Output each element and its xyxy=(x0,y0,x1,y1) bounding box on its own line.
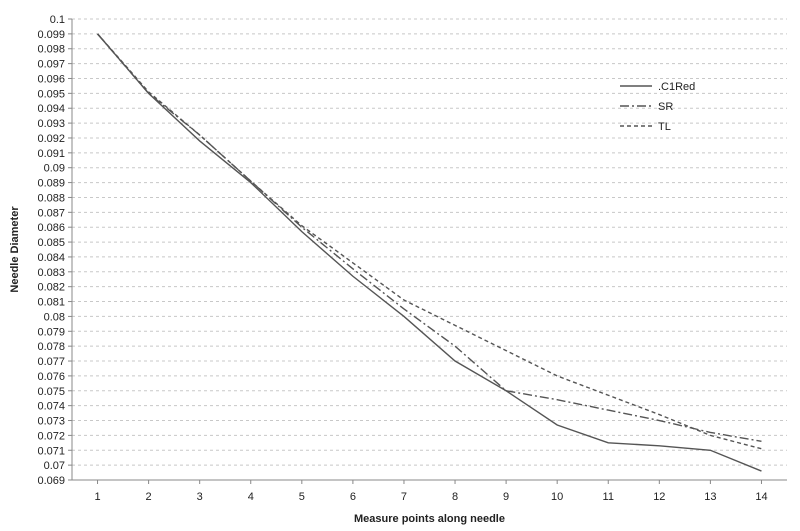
y-tick-label: 0.085 xyxy=(37,237,65,249)
y-tick-label: 0.071 xyxy=(37,445,65,457)
y-tick-label: 0.1 xyxy=(50,14,65,26)
x-axis-ticks: 1 2 3 4 5 6 7 8 9 10 11 12 13 14 xyxy=(94,480,768,503)
y-tick-label: 0.092 xyxy=(37,133,65,145)
y-tick-label: 0.083 xyxy=(37,267,65,279)
y-tick-label: 0.069 xyxy=(37,475,65,487)
series-line-tl xyxy=(97,33,762,450)
series-lines xyxy=(97,33,762,472)
series-line-sr xyxy=(97,33,762,443)
y-axis-title: Needle Diameter xyxy=(9,206,21,293)
y-tick-label: 0.091 xyxy=(37,148,65,160)
x-tick-label: 6 xyxy=(350,491,356,503)
y-tick-label: 0.075 xyxy=(37,386,65,398)
y-tick-label: 0.086 xyxy=(37,222,65,234)
y-tick-label: 0.098 xyxy=(37,44,65,56)
y-tick-label: 0.079 xyxy=(37,326,65,338)
y-tick-label: 0.077 xyxy=(37,356,65,368)
x-tick-label: 7 xyxy=(401,491,407,503)
legend-label: .C1Red xyxy=(658,81,695,93)
legend: .C1Red SR TL xyxy=(620,81,695,133)
y-tick-label: 0.097 xyxy=(37,59,65,71)
x-tick-label: 3 xyxy=(197,491,203,503)
y-tick-label: 0.09 xyxy=(44,163,65,175)
y-tick-label: 0.07 xyxy=(44,460,65,472)
x-tick-label: 13 xyxy=(704,491,716,503)
series-line-c1red xyxy=(97,33,762,472)
y-tick-label: 0.094 xyxy=(37,103,65,115)
y-tick-label: 0.082 xyxy=(37,282,65,294)
x-tick-label: 1 xyxy=(94,491,100,503)
legend-label: SR xyxy=(658,101,673,113)
x-tick-label: 4 xyxy=(248,491,254,503)
y-tick-label: 0.074 xyxy=(37,401,65,413)
y-tick-label: 0.088 xyxy=(37,192,65,204)
y-tick-label: 0.078 xyxy=(37,341,65,353)
y-tick-label: 0.093 xyxy=(37,118,65,130)
y-tick-label: 0.087 xyxy=(37,207,65,219)
x-tick-label: 8 xyxy=(452,491,458,503)
x-tick-label: 9 xyxy=(503,491,509,503)
x-tick-label: 14 xyxy=(755,491,767,503)
x-tick-label: 11 xyxy=(603,491,614,503)
grid-lines xyxy=(72,18,787,466)
legend-label: TL xyxy=(658,121,671,133)
y-tick-label: 0.076 xyxy=(37,371,65,383)
y-tick-label: 0.099 xyxy=(37,29,65,41)
y-tick-label: 0.081 xyxy=(37,297,65,309)
y-tick-label: 0.073 xyxy=(37,416,65,428)
x-tick-label: 12 xyxy=(653,491,665,503)
y-axis-ticks: 0.069 0.07 0.071 0.072 0.073 0.074 0.075 0.076 0… xyxy=(37,14,72,487)
y-tick-label: 0.08 xyxy=(44,311,65,323)
x-tick-label: 10 xyxy=(551,491,563,503)
y-tick-label: 0.084 xyxy=(37,252,65,264)
y-tick-label: 0.096 xyxy=(37,73,65,85)
y-tick-label: 0.089 xyxy=(37,178,65,190)
y-tick-label: 0.072 xyxy=(37,430,65,442)
x-tick-label: 5 xyxy=(299,491,305,503)
y-tick-label: 0.095 xyxy=(37,88,65,100)
x-axis-title: Measure points along needle xyxy=(354,513,505,525)
x-tick-label: 2 xyxy=(146,491,152,503)
